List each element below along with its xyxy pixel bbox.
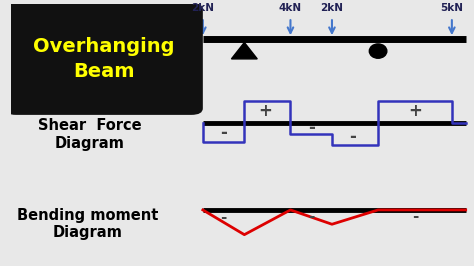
Text: -: - — [349, 128, 356, 146]
Text: Shear  Force
Diagram: Shear Force Diagram — [38, 118, 142, 151]
Text: 4kN: 4kN — [279, 3, 302, 13]
Ellipse shape — [369, 44, 387, 58]
Text: -: - — [412, 209, 418, 224]
Text: Bending moment
Diagram: Bending moment Diagram — [17, 208, 158, 240]
FancyBboxPatch shape — [5, 3, 203, 115]
Text: +: + — [408, 102, 422, 120]
Text: -: - — [308, 209, 314, 224]
Text: 5kN: 5kN — [440, 3, 464, 13]
Text: Overhanging
Beam: Overhanging Beam — [33, 37, 174, 81]
Text: -: - — [220, 124, 227, 142]
Text: -: - — [220, 210, 227, 225]
Polygon shape — [231, 43, 257, 59]
Text: -: - — [308, 119, 315, 138]
Text: 2kN: 2kN — [191, 3, 214, 13]
Text: +: + — [258, 102, 272, 120]
Text: 2kN: 2kN — [320, 3, 344, 13]
